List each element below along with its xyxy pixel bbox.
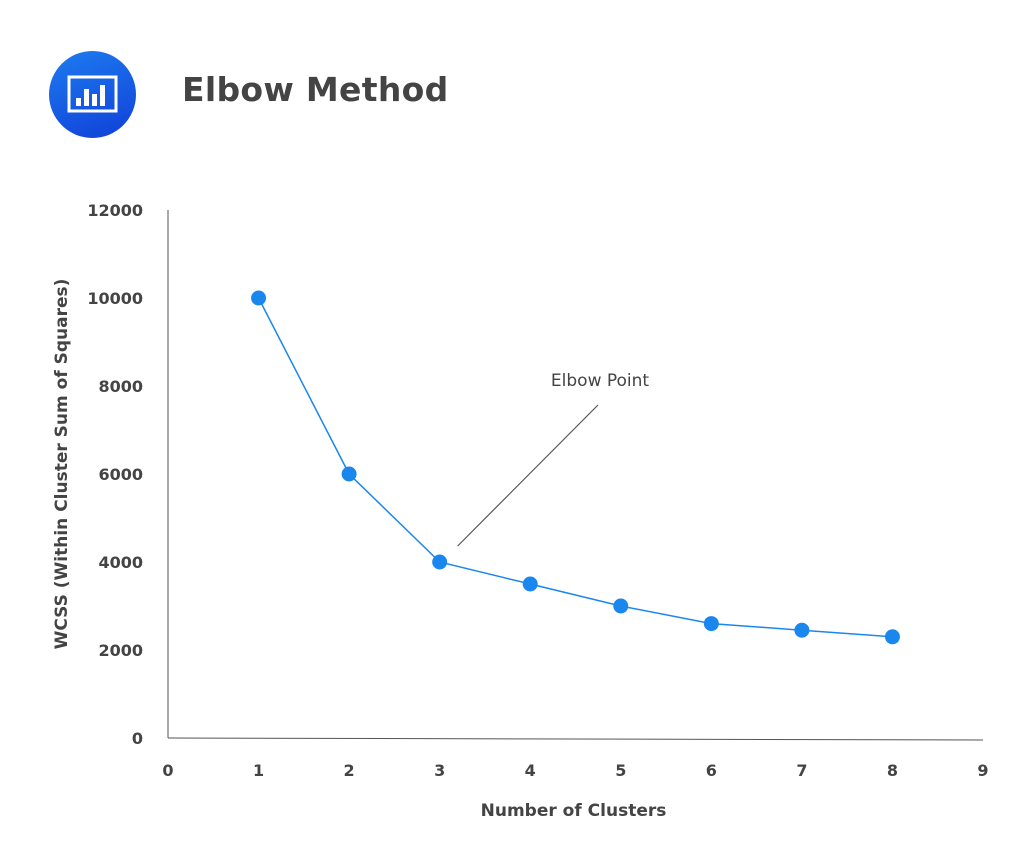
annotation-label: Elbow Point <box>551 371 650 391</box>
x-tick-label: 2 <box>344 761 355 780</box>
data-point <box>251 290 267 306</box>
x-axis-line <box>167 737 984 741</box>
data-point <box>703 616 719 632</box>
y-tick-label: 2000 <box>98 641 143 660</box>
bar-chart-icon <box>49 51 136 138</box>
y-axis-label: WCSS (Within Cluster Sum of Squares) <box>52 279 72 650</box>
x-tick-label: 9 <box>977 761 988 780</box>
y-tick-label: 10000 <box>87 289 143 308</box>
x-tick-label: 0 <box>162 761 173 780</box>
annotation-pointer <box>457 404 599 547</box>
y-tick-label: 6000 <box>98 465 143 484</box>
data-point <box>341 466 357 482</box>
y-tick-label: 0 <box>132 729 143 748</box>
x-tick-label: 4 <box>525 761 536 780</box>
data-point <box>884 629 900 645</box>
y-tick-label: 8000 <box>98 377 143 396</box>
data-point <box>432 554 448 570</box>
x-tick-label: 7 <box>796 761 807 780</box>
series-line <box>257 297 893 638</box>
x-tick-label: 5 <box>615 761 626 780</box>
data-point <box>522 576 538 592</box>
x-tick-label: 6 <box>706 761 717 780</box>
x-tick-label: 3 <box>434 761 445 780</box>
x-tick-label: 8 <box>887 761 898 780</box>
x-axis-label: Number of Clusters <box>481 801 667 821</box>
y-tick-label: 4000 <box>98 553 143 572</box>
x-tick-label: 1 <box>253 761 264 780</box>
y-tick-label: 12000 <box>87 201 143 220</box>
data-point <box>794 622 810 638</box>
data-point <box>613 598 629 614</box>
page-title: Elbow Method <box>182 70 449 109</box>
